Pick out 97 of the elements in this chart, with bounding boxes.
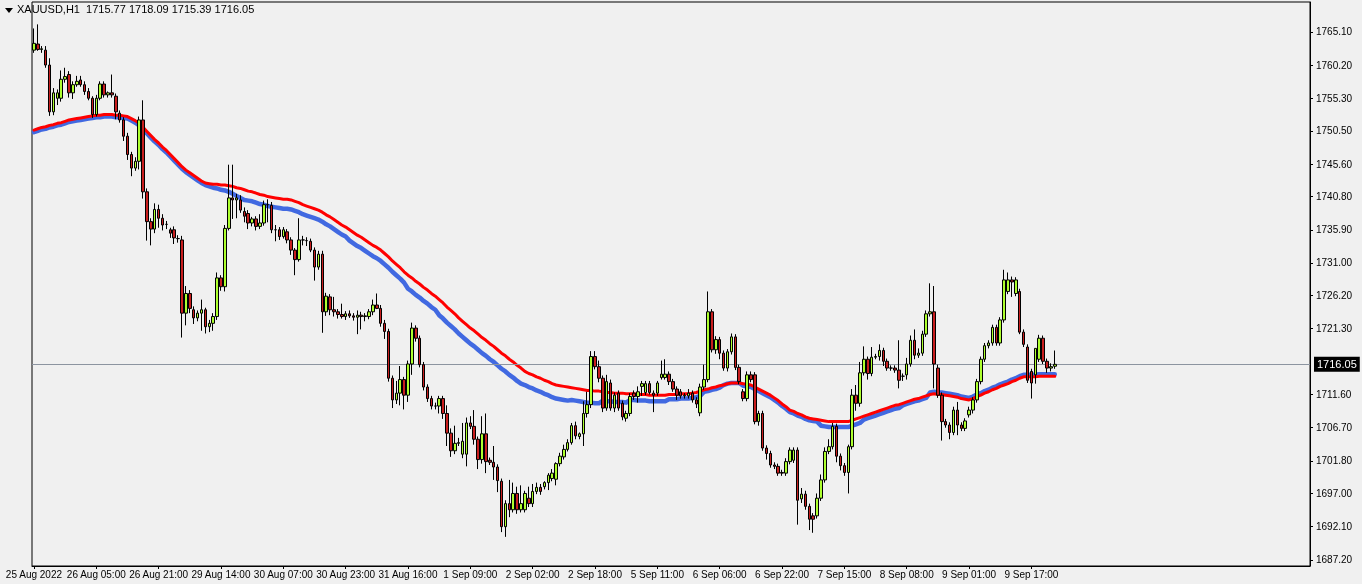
candlestick — [691, 389, 694, 404]
y-tick-label: 1740.80 — [1316, 191, 1353, 203]
candlestick — [465, 417, 468, 467]
candlestick — [878, 343, 881, 362]
y-tick-label: 1706.70 — [1316, 422, 1353, 434]
candlestick — [660, 360, 663, 381]
x-tick-label: 1 Sep 09:00 — [443, 568, 498, 580]
candlestick — [932, 285, 936, 389]
candlestick — [605, 374, 608, 412]
candlestick — [348, 309, 351, 319]
candlestick — [519, 484, 523, 513]
candlestick — [609, 379, 612, 412]
x-tick-label: 31 Aug 16:00 — [378, 568, 438, 580]
candlestick — [515, 486, 519, 515]
candlestick — [882, 347, 885, 367]
candlestick — [262, 200, 266, 227]
candlestick — [102, 80, 106, 99]
x-tick-label: 25 Aug 2022 — [5, 568, 63, 580]
x-tick-label: 30 Aug 23:00 — [316, 568, 376, 580]
candlestick — [531, 483, 534, 508]
x-tick-label: 26 Aug 21:00 — [129, 568, 189, 580]
candlestick — [636, 385, 640, 404]
candlestick — [679, 388, 682, 400]
x-tick-label: 5 Sep 11:00 — [630, 568, 685, 580]
x-tick-label: 6 Sep 22:00 — [755, 568, 810, 580]
y-tick-label: 1745.60 — [1316, 158, 1353, 170]
candlestick — [952, 406, 955, 436]
candlestick — [67, 70, 71, 99]
candlestick — [683, 392, 686, 400]
y-tick-label: 1750.50 — [1316, 125, 1353, 137]
candlestick — [398, 365, 402, 406]
candlestick — [328, 293, 332, 316]
candlestick — [172, 225, 176, 245]
candlestick — [453, 425, 457, 455]
candlestick — [359, 311, 363, 330]
x-tick-label: 8 Sep 08:00 — [879, 568, 935, 580]
candlestick — [870, 346, 873, 377]
candlestick — [484, 412, 488, 474]
candlestick — [745, 370, 749, 402]
x-tick-label: 2 Sep 02:00 — [505, 568, 561, 580]
candlestick — [278, 226, 281, 241]
candlestick — [511, 482, 515, 513]
candlestick — [239, 194, 242, 214]
x-tick-label: 26 Aug 05:00 — [66, 568, 127, 580]
candlestick — [266, 198, 269, 223]
x-tick-label: 9 Sep 17:00 — [1004, 568, 1059, 580]
candlestick — [246, 209, 250, 230]
candlestick — [527, 486, 531, 508]
y-tick-label: 1701.80 — [1316, 455, 1353, 467]
candlestick — [776, 463, 780, 477]
y-tick-label: 1735.90 — [1316, 224, 1353, 236]
candlestick — [897, 339, 901, 389]
candlestick — [270, 201, 273, 234]
candlestick — [687, 388, 690, 400]
candlestick — [753, 371, 757, 425]
candlestick — [539, 483, 542, 496]
candlestick — [796, 446, 799, 526]
candlestick — [59, 69, 63, 103]
y-tick-label: 1692.10 — [1316, 521, 1353, 533]
candlestick — [644, 380, 647, 396]
y-tick-label: 1765.10 — [1316, 26, 1353, 38]
candlestick — [1010, 276, 1014, 298]
candlestick — [956, 401, 959, 436]
y-tick-label: 1711.60 — [1316, 389, 1352, 400]
x-tick-label: 2 Sep 18:00 — [568, 568, 623, 580]
candlestick — [663, 358, 667, 381]
x-tick-label: 7 Sep 15:00 — [817, 568, 872, 580]
candlestick — [332, 296, 336, 318]
y-tick-label: 1731.00 — [1316, 257, 1353, 269]
candlestick — [547, 472, 550, 491]
y-tick-label: 1687.20 — [1316, 554, 1353, 566]
candlestick — [83, 80, 86, 96]
candlestick — [36, 23, 40, 52]
candlestick — [500, 478, 503, 533]
candlestick — [356, 309, 359, 335]
x-tick-label: 29 Aug 14:00 — [191, 568, 251, 580]
x-tick-label: 6 Sep 06:00 — [692, 568, 748, 580]
y-tick-label: 1721.30 — [1316, 323, 1353, 335]
candlestick — [254, 215, 258, 231]
candlestick — [1053, 350, 1057, 370]
candlestick — [180, 235, 184, 339]
candlestick — [321, 250, 324, 334]
x-tick-label: 9 Sep 01:00 — [942, 568, 997, 580]
y-tick-label: 1755.30 — [1316, 92, 1353, 104]
ref-line-label: 1716.05 — [1317, 358, 1357, 371]
candlestick — [274, 224, 277, 242]
y-tick-label: 1760.20 — [1316, 59, 1353, 71]
y-tick-label: 1697.00 — [1316, 487, 1353, 499]
candlestick — [200, 299, 203, 332]
candlestick — [157, 204, 160, 229]
chart-title: XAUUSD,H1 1715.77 1718.09 1715.39 1716.05 — [17, 3, 255, 15]
candlestick — [991, 324, 994, 347]
y-tick-label: 1726.20 — [1316, 290, 1353, 302]
candlestick — [282, 226, 285, 240]
candlestick — [963, 417, 967, 432]
x-tick-label: 30 Aug 07:00 — [253, 568, 314, 580]
candlestick — [340, 303, 344, 320]
